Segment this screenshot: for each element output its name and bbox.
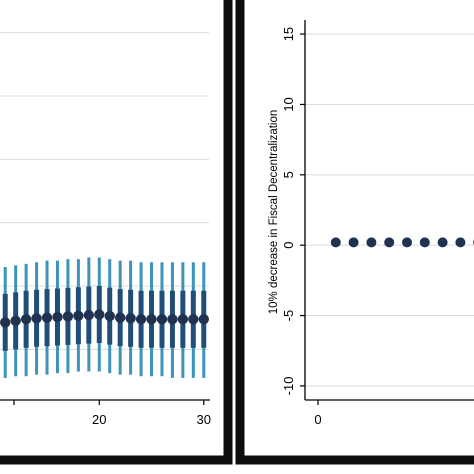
estimate-point xyxy=(94,309,105,320)
right-data-marks xyxy=(330,237,474,248)
left-x-ticks: 20 30 xyxy=(13,400,211,427)
left-plot-area xyxy=(0,20,209,400)
right-panel-outer-frame xyxy=(235,0,474,465)
right-x-ticks: 0 xyxy=(314,400,322,427)
left-x-tick-label: 20 xyxy=(92,412,106,427)
estimate-point xyxy=(348,237,359,248)
estimate-point xyxy=(419,237,430,248)
right-y-tick-label: 15 xyxy=(281,27,296,41)
estimate-point xyxy=(177,314,189,325)
estimate-point xyxy=(156,314,168,325)
estimate-point xyxy=(384,237,395,248)
estimate-point xyxy=(330,237,341,248)
estimate-point xyxy=(114,312,126,323)
right-x-tick-label: 0 xyxy=(314,412,321,427)
estimate-point xyxy=(0,317,11,328)
right-y-ticks: 15 10 5 0 -5 -10 xyxy=(281,27,305,395)
estimate-point xyxy=(20,314,32,325)
left-gridlines xyxy=(0,32,209,350)
left-chart-panel: 20 30 xyxy=(0,0,233,465)
right-y-tick-label: 0 xyxy=(281,242,296,249)
estimate-point xyxy=(146,314,157,325)
right-y-axis-title: 10% decrease in Fiscal Decentralization xyxy=(268,110,280,315)
left-x-tick-label: 30 xyxy=(197,412,211,427)
estimate-point xyxy=(437,237,448,248)
estimate-point xyxy=(83,309,95,321)
estimate-point xyxy=(135,314,147,325)
right-y-tick-label: -5 xyxy=(281,310,296,322)
estimate-point xyxy=(62,311,74,322)
estimate-point xyxy=(104,310,115,322)
right-y-tick-label: 5 xyxy=(281,171,296,178)
estimate-point xyxy=(188,314,199,325)
right-y-tick-label: 10 xyxy=(281,97,296,111)
left-panel-outer-frame xyxy=(0,0,233,465)
estimate-point xyxy=(198,314,209,325)
right-plot-area xyxy=(305,20,474,400)
estimate-point xyxy=(402,237,412,248)
estimate-point xyxy=(31,313,42,324)
estimate-point xyxy=(455,237,466,248)
right-y-tick-label: -10 xyxy=(281,377,296,396)
estimate-point xyxy=(41,312,53,323)
estimate-point xyxy=(167,314,178,325)
estimate-point xyxy=(10,315,21,327)
right-chart-panel: 15 10 5 0 -5 -10 0 10% decrease in Fiscal Dec… xyxy=(235,0,474,465)
estimate-point xyxy=(73,310,84,321)
estimate-point xyxy=(366,237,377,248)
left-data-marks xyxy=(0,257,209,378)
estimate-point xyxy=(125,313,136,324)
estimate-point xyxy=(52,311,63,323)
